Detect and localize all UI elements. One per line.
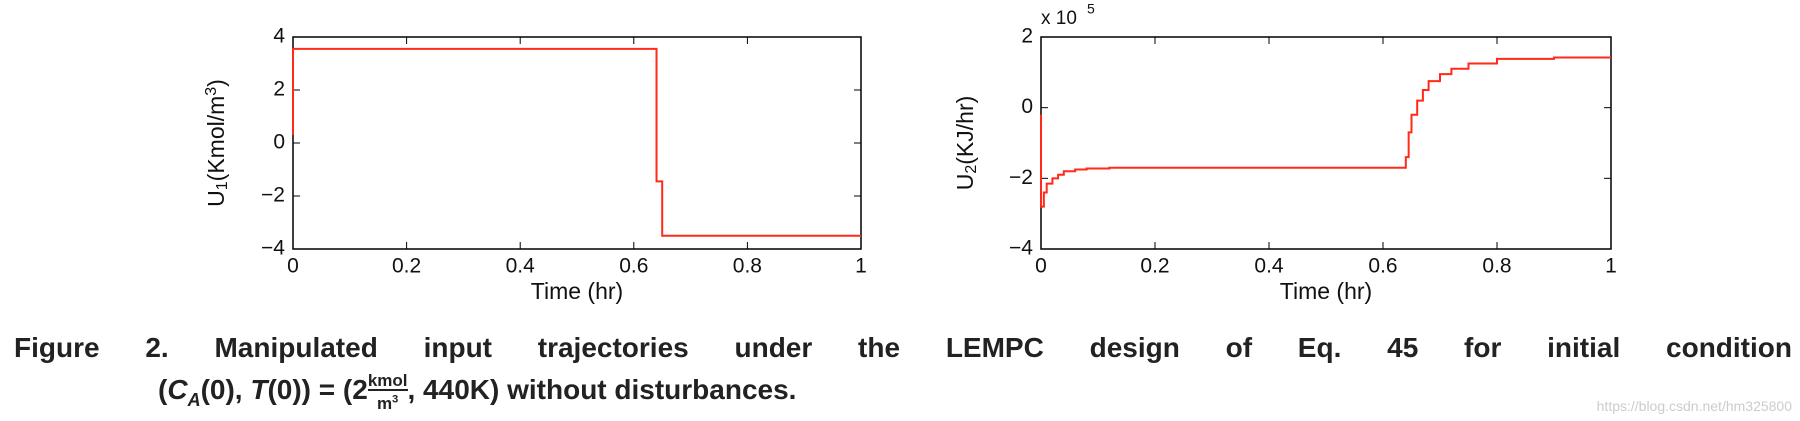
y-tick-label: 4 [273,25,285,48]
y-tick-label: 0 [273,131,285,154]
y-tick-label: −4 [261,237,285,260]
y-tick-label: 2 [1021,25,1033,48]
x-tick-label: 0 [287,255,299,278]
x-tick-label: 1 [855,255,867,278]
y-axis-label-part: (Kmol/m [203,96,229,182]
math: ( [158,374,168,406]
y-axis-label-part: U [203,190,229,207]
math: C [167,374,188,406]
x-tick-label: 0.8 [1482,255,1511,278]
math: A [187,389,201,410]
x-axis-label: Time (hr) [531,278,623,304]
math: m [377,393,393,413]
x-tick-label: 0.4 [1254,255,1284,278]
y-axis-label-part: 1 [214,181,231,190]
multiplier: x 10 [1041,8,1077,29]
y-axis-label: U2(KJ/hr) [952,96,980,191]
y-tick-label: 0 [1021,95,1033,118]
plot-frame [1040,36,1612,250]
math: 3 [392,393,399,405]
caption-text: Manipulated input trajectories under the… [214,332,1792,363]
math: T [250,374,268,406]
watermark: https://blog.csdn.net/hm325800 [1596,398,1792,414]
caption-label: Figure 2. [14,332,169,363]
y-axis-label-part: 3 [203,87,220,96]
x-tick-label: 0.6 [619,255,648,278]
y-tick-label: −2 [1009,166,1033,189]
x-tick-label: 0.2 [392,255,421,278]
multiplier-exponent: 5 [1087,1,1095,17]
y-axis-label-part: U [952,174,978,191]
data-line [292,47,861,237]
plot-frame [292,36,862,250]
math: (0)) = (2 [267,374,368,406]
math: without disturbances. [507,374,797,406]
math: (0), [200,374,251,406]
y-axis-label-part: (KJ/hr) [952,96,978,165]
caption-line1: Figure 2. Manipulated input trajectories… [14,332,1792,364]
fraction: kmol m3 [367,371,408,413]
y-axis-label-part: 2 [963,165,980,174]
y-tick-label: 2 [273,78,285,101]
math: , 440K) [407,374,500,406]
y-tick-label: −2 [261,184,285,207]
x-tick-label: 0.4 [506,255,536,278]
x-axis-label: Time (hr) [1280,278,1372,304]
y-axis-label: U1(Kmol/m3) [203,79,231,207]
x-tick-label: 0.8 [733,255,762,278]
y-tick-label: −4 [1009,237,1033,260]
x-tick-label: 0 [1035,255,1047,278]
y-axis-label-part: ) [203,79,229,87]
math: kmol [367,371,408,391]
caption-line2: (CA(0), T(0)) = (2 kmol m3, 440K) without … [158,372,796,412]
data-line [1040,56,1611,208]
x-tick-label: 0.2 [1140,255,1169,278]
x-tick-label: 0.6 [1368,255,1397,278]
x-tick-label: 1 [1605,255,1617,278]
